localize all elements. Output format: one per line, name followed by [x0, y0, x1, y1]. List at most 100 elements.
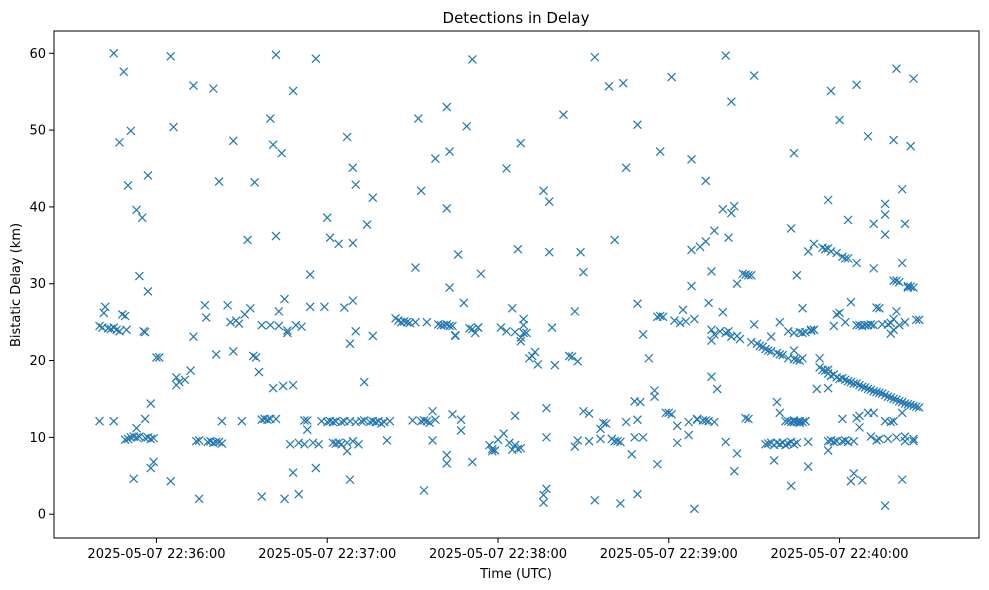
y-tick-label: 10: [29, 431, 46, 446]
data-point: [852, 379, 862, 389]
data-point: [351, 326, 361, 336]
data-point: [573, 356, 583, 366]
data-point: [707, 325, 716, 335]
data-point: [513, 444, 523, 454]
data-point: [732, 279, 742, 289]
data-point: [604, 81, 614, 91]
data-point: [359, 416, 369, 425]
data-point: [869, 320, 879, 330]
data-point: [223, 300, 233, 310]
data-point: [288, 86, 298, 96]
data-point: [459, 298, 469, 308]
data-point: [294, 489, 304, 499]
data-point: [675, 318, 685, 328]
data-point: [909, 74, 918, 84]
data-point: [166, 51, 176, 61]
data-point: [772, 397, 782, 407]
data-point: [655, 311, 665, 321]
data-point: [840, 317, 850, 327]
data-point: [661, 408, 671, 418]
data-point: [707, 267, 716, 276]
data-point: [467, 457, 477, 467]
data-point: [445, 147, 455, 157]
data-point: [806, 325, 816, 335]
data-point: [829, 437, 839, 447]
data-point: [146, 463, 156, 473]
data-point: [342, 132, 352, 142]
data-point: [152, 353, 161, 362]
data-point: [516, 443, 526, 453]
data-point: [798, 353, 807, 363]
data-point: [826, 86, 836, 96]
data-point: [800, 416, 810, 426]
data-point: [442, 204, 452, 213]
data-point: [507, 303, 517, 313]
data-point: [120, 435, 130, 445]
data-point: [285, 439, 295, 449]
data-point: [257, 492, 267, 501]
data-point: [644, 353, 654, 363]
data-point: [889, 276, 899, 286]
data-point: [342, 446, 352, 456]
data-point: [633, 120, 642, 130]
data-point: [837, 252, 847, 262]
data-point: [840, 253, 850, 263]
data-point: [872, 436, 881, 445]
data-point: [906, 141, 916, 151]
data-point: [450, 331, 460, 341]
data-point: [519, 314, 529, 324]
data-point: [504, 438, 514, 448]
data-point: [522, 328, 531, 338]
data-point: [465, 323, 474, 333]
data-point: [120, 311, 130, 321]
data-point: [684, 430, 694, 440]
data-point: [738, 269, 748, 279]
data-point: [448, 409, 457, 419]
data-point: [248, 351, 258, 361]
data-point: [755, 341, 765, 351]
data-point: [900, 317, 910, 327]
data-point: [280, 294, 289, 304]
data-point: [724, 233, 733, 243]
data-point: [598, 418, 608, 428]
data-point: [189, 81, 198, 90]
data-point: [897, 258, 907, 268]
data-point: [590, 495, 600, 505]
data-point: [467, 324, 477, 334]
data-point: [897, 408, 907, 418]
data-point: [749, 320, 759, 329]
data-point: [692, 414, 702, 424]
data-point: [869, 263, 879, 273]
data-point: [541, 432, 551, 442]
data-point: [419, 416, 429, 425]
data-point: [613, 436, 622, 446]
data-point: [282, 328, 292, 338]
data-point: [109, 48, 119, 58]
data-point: [416, 186, 426, 196]
data-point: [132, 432, 141, 442]
data-point: [840, 375, 850, 385]
data-point: [630, 432, 640, 442]
data-point: [852, 258, 862, 268]
y-tick-label: 30: [29, 277, 46, 292]
data-point: [866, 385, 876, 395]
data-point: [510, 440, 520, 450]
data-point: [610, 235, 620, 245]
data-point: [428, 436, 437, 445]
data-point: [892, 306, 901, 316]
data-point: [559, 110, 568, 120]
data-point: [792, 270, 802, 280]
data-point: [132, 423, 141, 433]
data-point: [897, 397, 907, 407]
data-point: [584, 409, 594, 418]
y-tick-label: 0: [38, 508, 46, 523]
data-point: [539, 186, 548, 196]
data-point: [291, 320, 301, 330]
data-point: [906, 282, 916, 292]
data-point: [348, 436, 358, 446]
data-point: [869, 408, 879, 418]
data-point: [909, 283, 918, 292]
data-point: [746, 270, 756, 280]
data-point: [129, 474, 139, 484]
data-point: [638, 432, 648, 442]
